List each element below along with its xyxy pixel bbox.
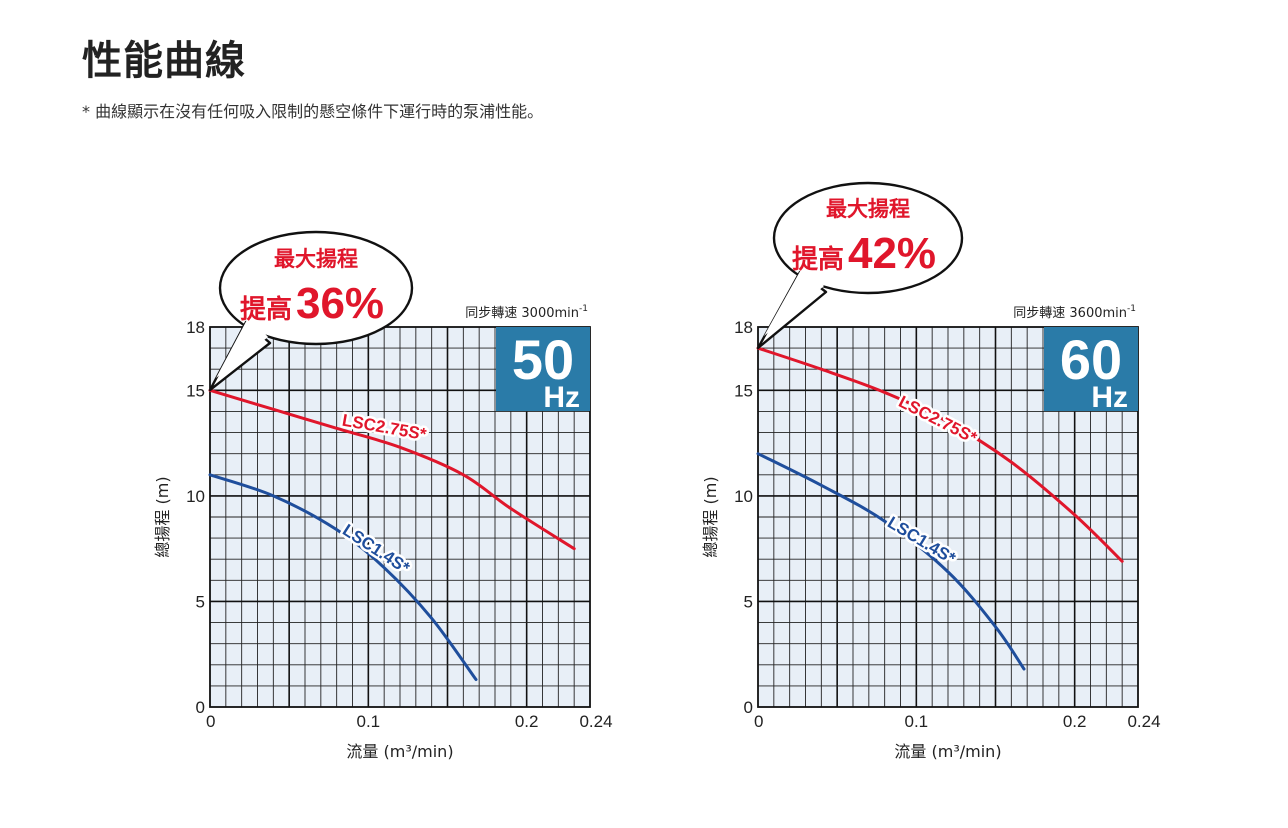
speed-label: 同步轉速 3000min-1	[465, 304, 588, 321]
x-tick-label: 0.1	[357, 712, 381, 731]
hz-unit: Hz	[543, 381, 580, 414]
x-tick-label: 0.24	[579, 712, 612, 731]
x-tick-label: 0.2	[1063, 712, 1087, 731]
series-line-lsc275s	[208, 388, 576, 551]
callout-seam	[764, 266, 824, 336]
callout-seam	[216, 316, 268, 378]
y-tick-label: 10	[734, 487, 753, 506]
y-tick-label: 0	[744, 698, 753, 717]
series-line-lsc14s	[756, 452, 1026, 671]
y-tick-label: 18	[734, 318, 753, 337]
y-axis-label: 總揚程 (m)	[701, 476, 720, 557]
x-tick-label: 0	[754, 712, 763, 731]
series-line-lsc14s	[208, 473, 478, 682]
x-tick-label: 0.2	[515, 712, 539, 731]
x-tick-label: 0.24	[1127, 712, 1160, 731]
page-note: * 曲線顯示在沒有任何吸入限制的懸空條件下運行時的泵浦性能。	[82, 102, 544, 121]
hz-value: 50	[512, 328, 574, 391]
speed-label: 同步轉速 3600min-1	[1013, 304, 1136, 321]
callout-line2: 提高36%	[240, 279, 384, 328]
x-tick-label: 0.1	[905, 712, 929, 731]
hz-badge-bg	[1044, 327, 1138, 411]
x-axis-label: 流量 (m³/min)	[346, 742, 453, 761]
y-tick-label: 15	[734, 381, 753, 400]
y-tick-label: 18	[186, 318, 205, 337]
y-tick-label: 15	[186, 381, 205, 400]
plot-border	[757, 326, 1139, 708]
callout-ellipse	[218, 230, 414, 346]
x-tick-label: 0	[206, 712, 215, 731]
y-tick-label: 5	[196, 592, 205, 611]
callout-line2: 提高42%	[792, 229, 936, 278]
plot-border	[209, 326, 591, 708]
page-title: 性能曲線	[82, 38, 246, 84]
x-axis-label: 流量 (m³/min)	[894, 742, 1001, 761]
callout-line1: 最大揚程	[826, 197, 910, 221]
hz-value: 60	[1060, 328, 1122, 391]
grid	[210, 327, 590, 707]
hz-badge-bg	[496, 327, 590, 411]
y-tick-label: 10	[186, 487, 205, 506]
hz-unit: Hz	[1091, 381, 1128, 414]
y-axis-label: 總揚程 (m)	[153, 476, 172, 557]
callout-line1: 最大揚程	[274, 247, 358, 271]
grid	[758, 327, 1138, 707]
series-line-lsc275s	[756, 346, 1124, 563]
y-tick-label: 0	[196, 698, 205, 717]
y-tick-label: 5	[744, 592, 753, 611]
callout-ellipse	[772, 181, 964, 295]
